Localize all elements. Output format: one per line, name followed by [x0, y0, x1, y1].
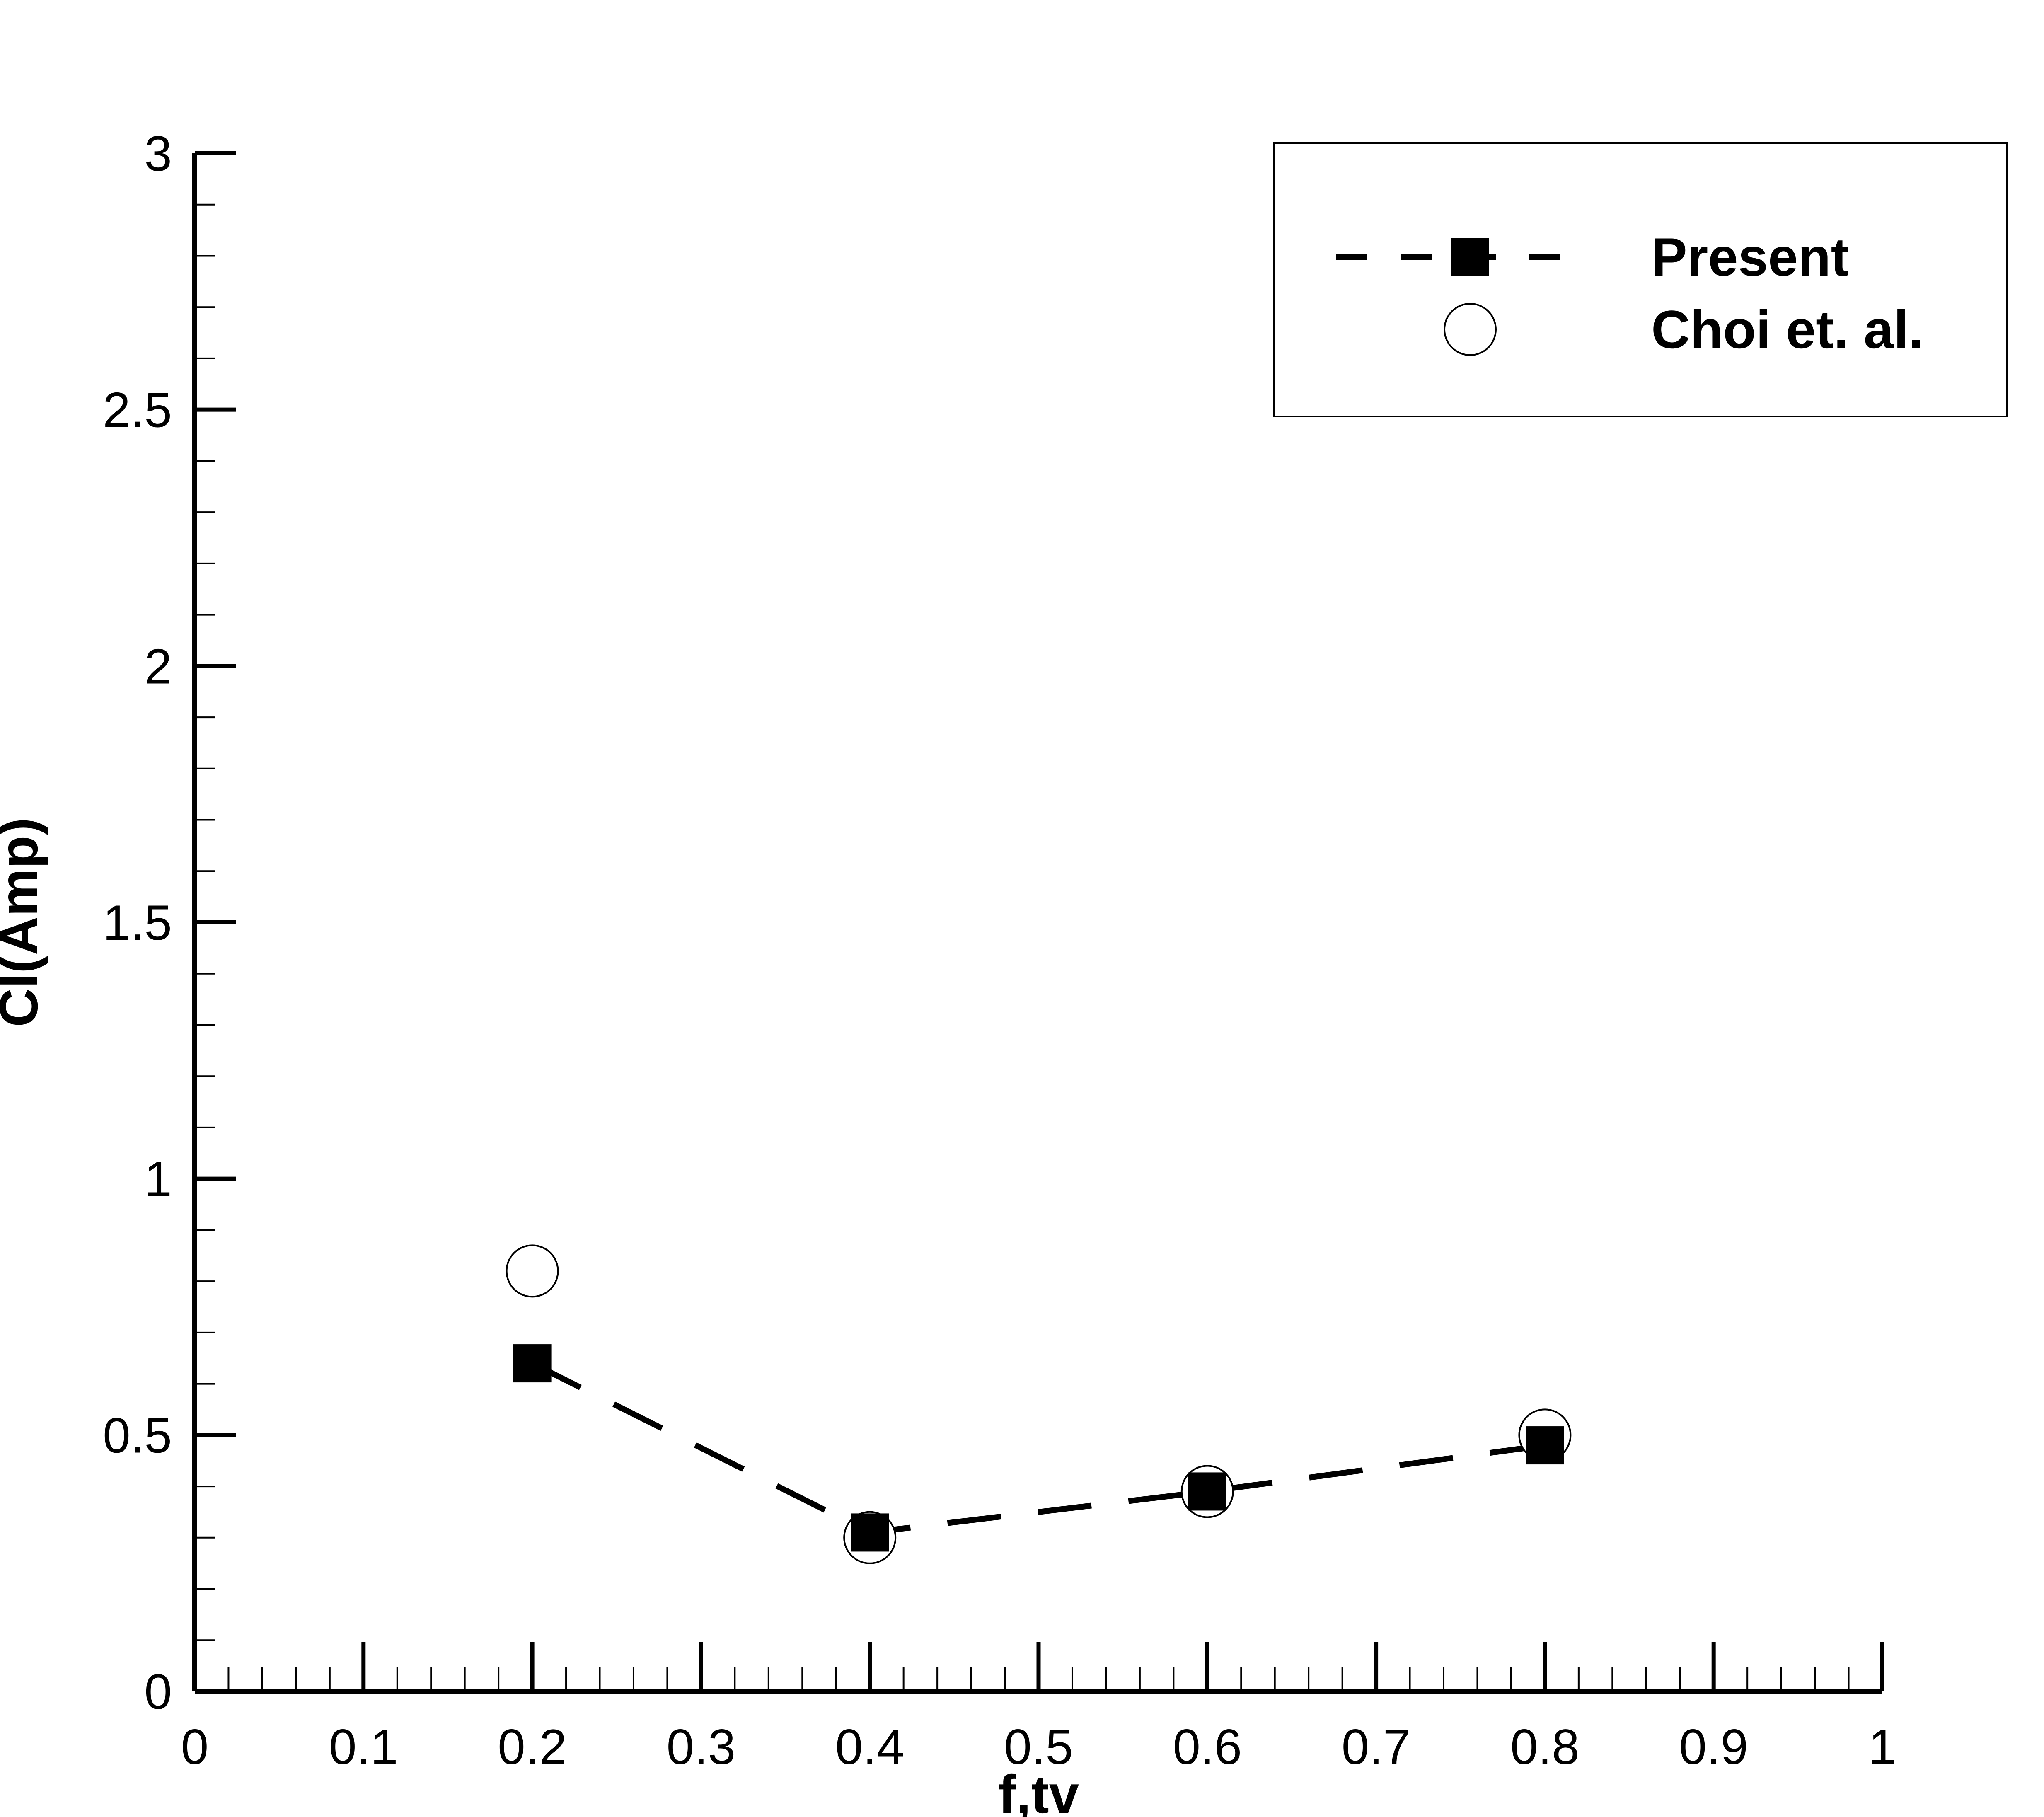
legend-present-label: Present — [1651, 227, 1849, 287]
y-tick-label: 1 — [144, 1152, 172, 1207]
legend-present-marker — [1451, 238, 1489, 276]
legend-box — [1273, 142, 2008, 417]
x-tick-label: 0.7 — [1342, 1719, 1411, 1775]
y-tick-label: 3 — [144, 126, 172, 181]
present-data-point — [1526, 1426, 1564, 1465]
x-tick-label: 0.4 — [835, 1719, 905, 1775]
x-tick-label: 0 — [181, 1719, 209, 1775]
x-tick-label: 1 — [1869, 1719, 1896, 1775]
x-tick-label: 0.1 — [329, 1719, 398, 1775]
present-data-point — [851, 1513, 889, 1552]
y-axis-title: Cl(Amp) — [0, 818, 49, 1027]
x-tick-label: 0.8 — [1510, 1719, 1580, 1775]
x-axis-title: f,tv — [998, 1764, 1079, 1817]
present-data-point — [513, 1344, 552, 1383]
y-tick-label: 1.5 — [103, 895, 172, 951]
present-data-point — [1188, 1472, 1226, 1511]
legend-choi-marker — [1444, 303, 1497, 356]
x-tick-label: 0.9 — [1679, 1719, 1748, 1775]
present-series-line — [531, 1360, 1546, 1536]
y-tick-label: 0.5 — [103, 1408, 172, 1463]
y-tick-label: 2.5 — [103, 382, 172, 438]
legend: Present Choi et. al. — [1273, 142, 2008, 417]
x-tick-label: 0.2 — [498, 1719, 567, 1775]
y-tick-label: 2 — [144, 639, 172, 694]
legend-choi-label: Choi et. al. — [1651, 299, 1923, 360]
choi-data-point — [506, 1244, 559, 1298]
y-tick-label: 0 — [144, 1664, 172, 1720]
axis-tick-labels: 0 0.1 0.2 0.3 0.4 0.5 0.6 0.7 0.8 0.9 1 0 0.5 1 1.5 2 2.… — [103, 126, 1896, 1775]
x-tick-label: 0.6 — [1173, 1719, 1242, 1775]
axis-ticks — [193, 151, 1884, 1694]
x-tick-label: 0.5 — [1004, 1719, 1073, 1775]
legend-entries: Present Choi et. al. — [1336, 227, 1923, 360]
x-tick-label: 0.3 — [666, 1719, 735, 1775]
series-layer — [506, 1244, 1572, 1564]
